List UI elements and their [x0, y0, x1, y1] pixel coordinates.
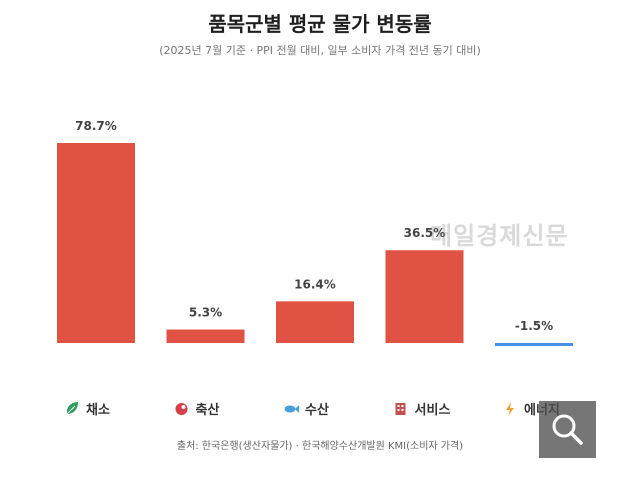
chart-title: 품목군별 평균 물가 변동률 — [208, 12, 432, 36]
category-label: 수산 — [305, 402, 329, 418]
magnifier-icon — [552, 414, 583, 445]
leaf-icon — [66, 402, 78, 415]
category-label: 축산 — [196, 402, 220, 418]
data-label: 5.3% — [189, 306, 222, 320]
source-note: 출처: 한국은행(생산자물가) · 한국해양수산개발원 KMI(소비자 가격) — [176, 441, 464, 452]
building-icon — [395, 403, 406, 415]
meat-icon — [175, 403, 188, 415]
category-label-group: 수산 — [284, 402, 329, 418]
bar-group-2: 16.4% 수산 — [276, 277, 354, 418]
data-label: 78.7% — [75, 119, 117, 133]
zoom-button[interactable] — [539, 401, 596, 458]
data-label: -1.5% — [515, 319, 553, 333]
category-label-group: 축산 — [175, 402, 220, 418]
data-label: 16.4% — [294, 277, 336, 291]
bar-group-1: 5.3% 축산 — [166, 306, 245, 418]
category-label: 서비스 — [415, 403, 451, 418]
bar-group-0: 78.7% 채소 — [57, 119, 135, 418]
bar — [495, 343, 573, 346]
category-label: 채소 — [86, 403, 110, 418]
bar — [166, 329, 245, 343]
data-label: 36.5% — [404, 226, 446, 240]
chart-subtitle: (2025년 7월 기준 · PPI 전월 대비, 일부 소비자 가격 전년 동… — [159, 44, 481, 57]
bar — [57, 143, 135, 343]
category-label-group: 채소 — [66, 402, 110, 418]
bar — [276, 301, 354, 343]
bar — [385, 250, 464, 343]
fish-icon — [284, 405, 299, 413]
category-label-group: 서비스 — [395, 403, 451, 418]
lightning-icon — [506, 402, 514, 416]
bar-group-3: 36.5% 서비스 — [385, 226, 464, 418]
